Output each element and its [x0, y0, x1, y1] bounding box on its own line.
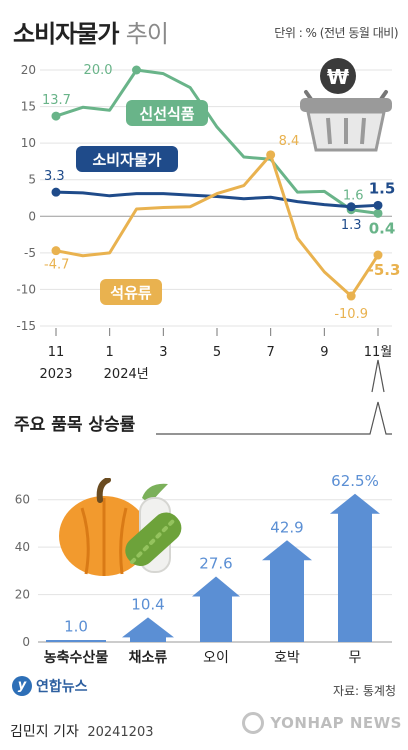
- shopping-basket-icon: ₩: [300, 58, 392, 152]
- y-tick-label: -15: [16, 319, 36, 333]
- title-suffix: 추이: [125, 20, 169, 48]
- y-tick-label: 15: [21, 100, 36, 114]
- bar: [46, 640, 106, 642]
- series-tag: [100, 279, 162, 305]
- y-tick-label: 20: [21, 63, 36, 77]
- data-label: 1.0: [64, 618, 88, 636]
- page-title: 소비자물가 추이: [13, 14, 169, 49]
- data-label: 10.4: [131, 595, 164, 613]
- category-label: 채소류: [129, 650, 168, 666]
- data-point: [346, 291, 356, 301]
- series-tag: [126, 100, 208, 126]
- brand-name: 연합뉴스: [36, 679, 88, 695]
- data-point: [346, 202, 356, 212]
- data-label: 1.5: [369, 179, 396, 197]
- series-tag: [76, 146, 178, 172]
- unit-note: 단위 : % (전년 동월 대비): [274, 26, 398, 40]
- series-name: 소비자물가: [92, 151, 161, 169]
- data-label: 62.5%: [331, 472, 379, 490]
- data-label: 42.9: [270, 518, 303, 536]
- header-underline: [156, 401, 392, 435]
- series-line: [55, 68, 379, 215]
- data-label: 1.3: [341, 218, 362, 233]
- credit-line: 김민지 기자 20241203: [10, 721, 153, 741]
- vegetables-illustration: [59, 478, 182, 576]
- watermark-logo-icon: [242, 712, 265, 734]
- data-point: [373, 250, 383, 260]
- data-label: -4.7: [44, 258, 69, 273]
- y-tick-label: 40: [15, 540, 30, 554]
- data-label: -10.9: [334, 307, 368, 322]
- data-label: 13.7: [42, 93, 71, 108]
- y-tick-label: 10: [21, 136, 36, 150]
- data-point: [51, 246, 61, 256]
- brand-logo: y 연합뉴스: [12, 676, 88, 696]
- data-label: 1.6: [343, 189, 364, 204]
- data-label: 0.4: [369, 219, 396, 237]
- x-tick-label: 2024년: [104, 367, 149, 382]
- callout-bracket: [371, 359, 385, 393]
- svg-text:₩: ₩: [327, 65, 349, 89]
- y-tick-label: 0: [22, 635, 30, 649]
- data-point: [51, 187, 61, 197]
- data-point: [132, 65, 141, 75]
- y-tick-label: 0: [28, 209, 36, 223]
- data-label: 8.4: [279, 134, 300, 149]
- reporter: 김민지 기자: [10, 724, 79, 740]
- category-label: 무: [349, 650, 362, 666]
- data-point: [266, 150, 276, 160]
- data-label: 27.6: [199, 555, 232, 573]
- bar: [122, 617, 174, 642]
- x-tick-label: 1: [106, 345, 114, 360]
- x-tick-label: 9: [320, 345, 328, 360]
- x-tick-label: 2023: [39, 367, 72, 382]
- bar-chart-title: 주요 품목 상승률: [14, 415, 136, 435]
- data-point: [51, 111, 61, 121]
- series-line: [55, 190, 379, 209]
- series-name: 신선식품: [139, 105, 194, 123]
- series-name: 석유류: [110, 284, 152, 302]
- yonhap-mark-icon: y: [12, 676, 32, 696]
- y-tick-label: -10: [16, 282, 36, 296]
- bar: [192, 576, 240, 642]
- x-tick-label: 3: [159, 345, 167, 360]
- x-tick-label: 11월: [364, 345, 393, 360]
- category-label: 농축수산물: [44, 649, 109, 666]
- data-point: [373, 200, 383, 210]
- x-tick-label: 5: [213, 345, 221, 360]
- source-note: 자료: 통계청: [332, 684, 396, 698]
- publish-date: 20241203: [87, 725, 154, 740]
- items-bar-chart: 주요 품목 상승률 60 40 20 0 1.0 농축수산물 10.4 채소류 27.6 오이 42.…: [14, 401, 392, 666]
- y-tick-label: 20: [15, 588, 30, 602]
- series-line: [55, 153, 380, 298]
- title-main: 소비자물가: [13, 20, 119, 48]
- x-tick-label: 7: [267, 345, 275, 360]
- y-tick-label: 60: [15, 493, 30, 507]
- category-label: 오이: [203, 650, 229, 666]
- data-label: 20.0: [84, 63, 113, 78]
- data-label: 3.3: [44, 169, 65, 184]
- data-label: -5.3: [368, 261, 401, 279]
- watermark-text: YONHAP NEWS: [270, 714, 402, 732]
- y-tick-label: 5: [28, 173, 36, 187]
- watermark: YONHAP NEWS: [242, 712, 402, 734]
- x-tick-label: 11: [48, 345, 65, 360]
- data-point: [373, 208, 383, 218]
- bar: [262, 540, 312, 642]
- y-tick-label: -5: [24, 246, 36, 260]
- category-label: 호박: [274, 650, 300, 666]
- bar: [330, 493, 380, 642]
